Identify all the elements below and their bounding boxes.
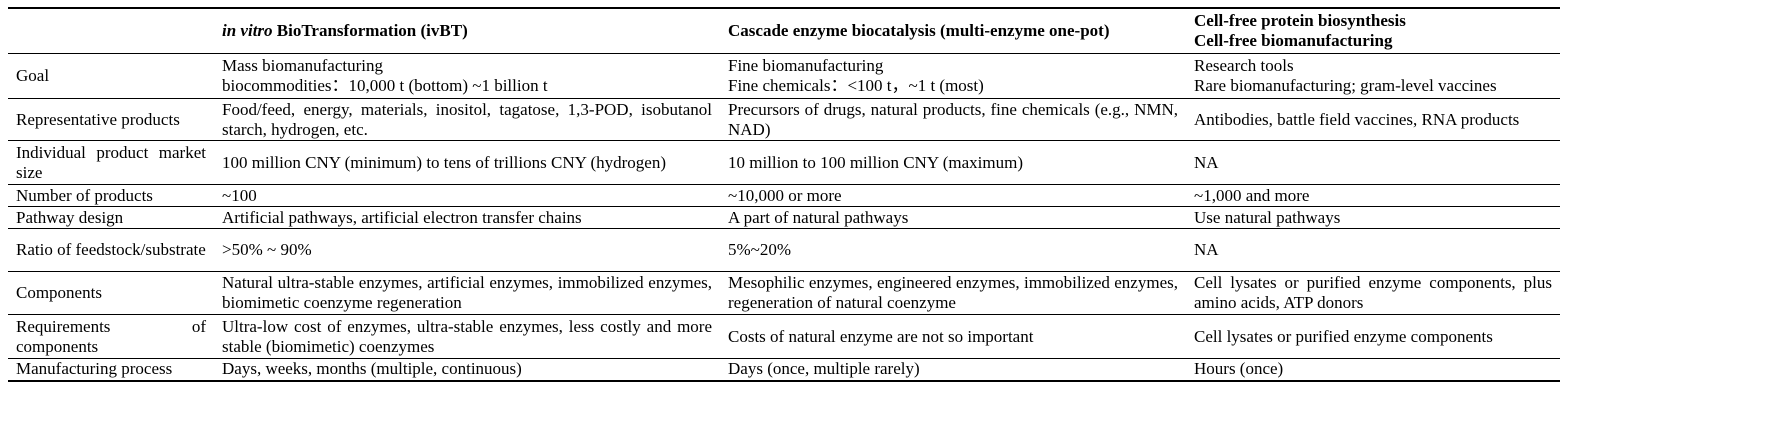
cell-text: Antibodies, battle field vaccines, RNA p… [1194, 109, 1520, 129]
cell-text: A part of natural pathways [728, 207, 909, 227]
table-cell: Research tools Rare biomanufacturing; gra… [1186, 54, 1560, 99]
table-cell: ~100 [214, 185, 720, 207]
header-cell: Cascade enzyme biocatalysis (multi-enzym… [720, 8, 1186, 54]
table-cell: Days (once, multiple rarely) [720, 359, 1186, 381]
cell-text: Ultra-low cost of enzymes, ultra-stable … [222, 316, 712, 356]
table-cell: Fine biomanufacturing Fine chemicals：<100… [720, 54, 1186, 99]
table-body: Goal Mass biomanufacturing biocommodities：… [8, 54, 1560, 381]
cell-text: Natural ultra-stable enzymes, artificial… [222, 273, 712, 312]
cell-text: biocommodities：10,000 t (bottom) ~1 bill… [222, 76, 548, 95]
row-label: Individual product market size [16, 142, 206, 182]
table-cell: Antibodies, battle field vaccines, RNA p… [1186, 99, 1560, 141]
table-row: Requirements of components Ultra-low cost… [8, 315, 1560, 359]
table-row: Representative products Food/feed, energy… [8, 99, 1560, 141]
row-label: Goal [16, 66, 50, 85]
row-label: Pathway design [16, 207, 124, 227]
table-cell: 5%~20% [720, 229, 1186, 272]
table-cell: Hours (once) [1186, 359, 1560, 381]
cell-text: 10 million to 100 million CNY (maximum) [728, 152, 1023, 172]
header-cell: Cell-free protein biosynthesis Cell-free … [1186, 8, 1560, 54]
cell-text: Days, weeks, months (multiple, continuou… [222, 359, 522, 379]
header-cell: in vitro BioTransformation (ivBT) [214, 8, 720, 54]
cell-text: ~100 [222, 185, 257, 205]
cell-text: Fine biomanufacturing [728, 56, 884, 75]
table-row: Manufacturing process Days, weeks, months… [8, 359, 1560, 381]
cell-text: Rare biomanufacturing; gram-level vaccin… [1194, 76, 1497, 95]
cell-text: NA [1194, 240, 1219, 259]
table-row: Components Natural ultra-stable enzymes, … [8, 272, 1560, 315]
table-cell: 10 million to 100 million CNY (maximum) [720, 141, 1186, 185]
header-text: BioTransformation (ivBT) [276, 21, 468, 40]
cell-text: Hours (once) [1194, 359, 1284, 379]
cell-text: Research tools [1194, 56, 1294, 75]
row-label: Number of products [16, 185, 153, 205]
table-cell: Food/feed, energy, materials, inositol, … [214, 99, 720, 141]
row-label: Components [16, 283, 102, 302]
comparison-table: in vitro BioTransformation (ivBT) Cascad… [8, 7, 1560, 382]
row-label: Ratio of feedstock/substrate [16, 240, 206, 259]
table-cell: Cell lysates or purified enzyme componen… [1186, 272, 1560, 315]
cell-text: Mass biomanufacturing [222, 56, 383, 75]
table-cell: 100 million CNY (minimum) to tens of tri… [214, 141, 720, 185]
table-cell: Natural ultra-stable enzymes, artificial… [214, 272, 720, 315]
table-header: in vitro BioTransformation (ivBT) Cascad… [8, 8, 1560, 54]
cell-text: Fine chemicals：<100 t，~1 t (most) [728, 76, 984, 95]
cell-text: Use natural pathways [1194, 207, 1341, 227]
table-row: Ratio of feedstock/substrate >50% ~ 90% 5%… [8, 229, 1560, 272]
table-cell: ~10,000 or more [720, 185, 1186, 207]
table-cell: NA [1186, 141, 1560, 185]
row-label: Requirements of components [16, 316, 206, 356]
table-cell: Ultra-low cost of enzymes, ultra-stable … [214, 315, 720, 359]
cell-text: Costs of natural enzyme are not so impor… [728, 326, 1034, 346]
table-cell: Costs of natural enzyme are not so impor… [720, 315, 1186, 359]
table-cell: Artificial pathways, artificial electron… [214, 207, 720, 229]
table-cell: Use natural pathways [1186, 207, 1560, 229]
row-label: Manufacturing process [16, 359, 173, 379]
header-italic: in vitro [222, 21, 273, 40]
table-cell: Precursors of drugs, natural products, f… [720, 99, 1186, 141]
header-row: in vitro BioTransformation (ivBT) Cascad… [8, 8, 1560, 54]
table-cell: Mass biomanufacturing biocommodities：10,0… [214, 54, 720, 99]
table-cell: Cell lysates or purified enzyme componen… [1186, 315, 1560, 359]
table-cell: A part of natural pathways [720, 207, 1186, 229]
cell-text: Days (once, multiple rarely) [728, 359, 920, 379]
cell-text: ~1,000 and more [1194, 185, 1310, 205]
table-row: Goal Mass biomanufacturing biocommodities：… [8, 54, 1560, 99]
table-row: Individual product market size 100 millio… [8, 141, 1560, 185]
table-cell: Mesophilic enzymes, engineered enzymes, … [720, 272, 1186, 315]
cell-text: Precursors of drugs, natural products, f… [728, 99, 1178, 139]
header-text: Cell-free biomanufacturing [1194, 31, 1393, 50]
cell-text: Artificial pathways, artificial electron… [222, 207, 582, 227]
header-text: Cell-free protein biosynthesis [1194, 11, 1406, 30]
cell-text: 100 million CNY (minimum) to tens of tri… [222, 152, 667, 172]
header-text: Cascade enzyme biocatalysis (multi-enzym… [728, 21, 1110, 40]
table-cell: >50% ~ 90% [214, 229, 720, 272]
table-cell: Days, weeks, months (multiple, continuou… [214, 359, 720, 381]
table-row: Number of products ~100 ~10,000 or more ~1,… [8, 185, 1560, 207]
cell-text: Cell lysates or purified enzyme componen… [1194, 326, 1493, 346]
table-row: Pathway design Artificial pathways, artif… [8, 207, 1560, 229]
table-cell: NA [1186, 229, 1560, 272]
table-cell: ~1,000 and more [1186, 185, 1560, 207]
cell-text: 5%~20% [728, 240, 792, 259]
cell-text: ~10,000 or more [728, 185, 842, 205]
cell-text: NA [1194, 152, 1219, 172]
cell-text: Mesophilic enzymes, engineered enzymes, … [728, 273, 1178, 312]
row-label: Representative products [16, 109, 180, 129]
header-empty [8, 8, 214, 54]
cell-text: Food/feed, energy, materials, inositol, … [222, 99, 712, 139]
cell-text: >50% ~ 90% [222, 240, 312, 259]
cell-text: Cell lysates or purified enzyme componen… [1194, 273, 1552, 312]
